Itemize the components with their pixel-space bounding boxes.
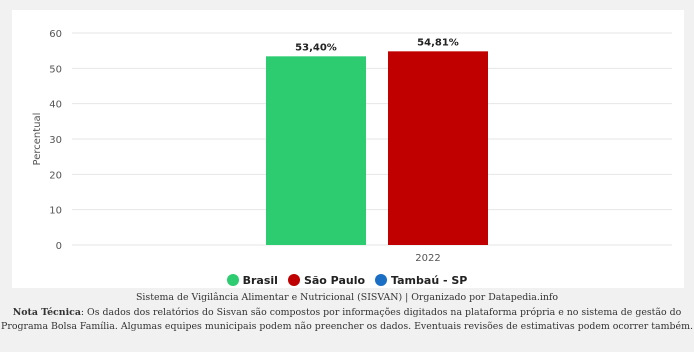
legend-label-brasil: Brasil [242,273,278,287]
legend-label-tambau: Tambaú - SP [391,273,468,287]
y-tick-label: 30 [49,135,62,146]
technical-note-text: : Os dados dos relatórios do Sisvan são … [1,307,693,332]
bar-data-label: 54,81% [417,37,459,48]
bar-brasil [266,56,366,245]
y-tick-label: 20 [49,170,62,181]
bar-chart: 0 10 20 30 40 50 60 Percentual 53,40% 54,81% 2022 [32,29,672,264]
technical-note: Nota Técnica: Os dados dos relatórios do… [0,306,694,334]
chart-legend: Brasil São Paulo Tambaú - SP [0,270,694,290]
y-tick-label: 40 [49,100,62,111]
legend-marker-sao-paulo [287,274,300,286]
legend-marker-brasil [226,274,239,286]
chart-footer: Sistema de Vigilância Alimentar e Nutric… [0,291,694,334]
source-text: Sistema de Vigilância Alimentar e Nutric… [135,292,559,303]
bar-data-label: 53,40% [295,42,337,53]
x-tick-label: 2022 [415,253,440,264]
legend-label-sao-paulo: São Paulo [303,273,366,287]
legend-item-brasil[interactable]: Brasil [226,273,278,287]
y-tick-label: 10 [49,206,62,217]
y-tick-label: 0 [56,241,62,252]
y-axis-label: Percentual [32,113,43,166]
legend-item-sao-paulo[interactable]: São Paulo [287,273,366,287]
legend-item-tambau[interactable]: Tambaú - SP [375,274,467,287]
y-tick-label: 50 [49,64,62,75]
y-tick-label: 60 [49,29,62,40]
technical-note-label: Nota Técnica [12,307,81,318]
bar-s-o-paulo [388,51,488,246]
legend-marker-tambau [375,274,388,286]
